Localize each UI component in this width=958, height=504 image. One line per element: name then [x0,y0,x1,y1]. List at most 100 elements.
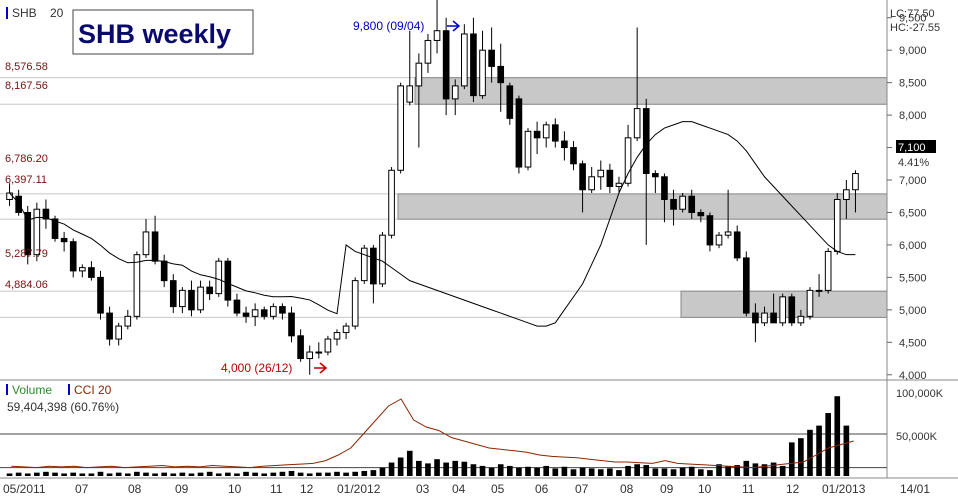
volume-bar [479,465,486,476]
volume-bar [297,472,304,476]
x-axis-label: 01/2013 [822,482,866,496]
volume-bar [807,429,813,476]
candle-body [642,108,650,175]
candle-body [524,130,532,168]
candle-body [533,130,541,139]
candle-body [697,211,705,217]
change-pct: 4.41% [898,157,929,169]
x-axis-label: 04 [452,482,466,496]
lc-readout: LC:77.50 [890,8,935,20]
symbol-label: SHB [12,6,37,20]
candle-body [451,85,459,100]
volume-bar [388,462,395,476]
level-label: 4,884.06 [5,279,48,291]
candle-body [652,173,659,178]
period-label: 20 [50,6,64,20]
volume-bar [97,471,104,476]
x-axis-label: 12 [300,482,314,496]
candle-body [624,137,632,184]
candle-body [78,267,86,272]
volume-bar [734,465,741,476]
candle-body [142,231,150,256]
volume-bar [225,472,231,476]
volume-bar [315,472,322,476]
volume-legend: Volume [12,383,52,397]
volume-bar [625,465,631,476]
price-tick-label: 4,000 [899,370,927,382]
volume-bar [79,473,86,476]
candle-body [679,195,686,210]
volume-bar [470,464,477,476]
volume-bar [143,472,149,476]
candle-body [69,241,77,272]
volume-bar [506,465,513,476]
candle-body [215,260,223,295]
level-label: 5,287.79 [5,248,48,260]
candle-body [179,289,186,308]
resistance-zone [414,77,888,105]
volume-bar [616,470,622,476]
volume-bar [261,473,268,476]
candle-body [260,309,268,317]
candle-body [397,85,404,171]
candle-body [715,234,723,246]
candle-body [224,260,232,301]
candle-body [424,39,432,64]
volume-bar [843,425,850,476]
volume-bar [215,473,222,476]
volume-bar [179,472,186,476]
symbol-marker [6,7,8,19]
volume-bar [134,471,140,476]
price-tick-label: 9,000 [899,45,927,57]
volume-bar [197,472,204,476]
candle-body [370,247,377,285]
candle-body [97,276,104,314]
volume-bar [579,467,586,476]
candle-body [188,289,195,311]
candle-body [442,30,450,100]
volume-bar [416,460,422,476]
volume-bar [534,467,540,476]
volume-bar [543,465,550,476]
volume-bar [70,472,77,476]
candle-body [633,108,641,139]
candle-body [488,49,495,67]
candle-body [415,62,423,87]
volume-bar [561,466,568,476]
volume-bar [397,457,404,476]
volume-bar [288,470,295,476]
candle-body [843,189,850,200]
candle-body [297,335,304,360]
x-axis-label: 12 [786,482,800,496]
volume-marker [6,384,8,395]
moving-average-line [9,121,856,327]
volume-readout: 59,404,398 (60.76%) [7,400,119,414]
x-axis-label: 08 [620,482,634,496]
candle-body [515,98,523,168]
candle-body [360,247,368,282]
x-axis-label: 07 [75,482,89,496]
candle-body [169,280,177,308]
x-axis-label: 09 [660,482,674,496]
candle-body [470,33,477,97]
volume-tick: 50,000K [896,431,938,443]
volume-bar [670,469,677,476]
volume-bar [270,472,277,476]
x-axis-label: 05 [491,482,505,496]
volume-bar [588,468,595,476]
candle-body [761,312,768,324]
x-axis-label: 09 [175,482,189,496]
volume-bar [788,442,795,476]
level-label: 6,786.20 [5,153,48,165]
candle-body [688,195,696,213]
candle-body [6,192,13,200]
volume-bar [343,472,349,476]
x-axis-label: 07 [575,482,589,496]
volume-bar [488,467,495,476]
candle-body [615,182,623,188]
candle-body [251,309,259,317]
title-box [72,9,254,55]
volume-bar [688,466,695,476]
volume-bar [816,425,822,476]
volume-bar [334,471,340,476]
